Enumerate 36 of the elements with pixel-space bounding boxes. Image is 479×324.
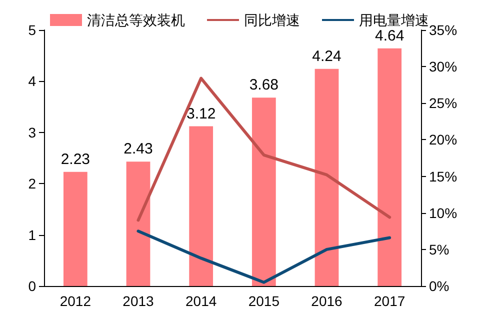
legend-label: 清洁总等效装机 — [87, 12, 185, 28]
y2-tick-label: 20% — [429, 132, 458, 148]
x-tick-label: 2016 — [311, 293, 343, 309]
y-tick-label: 5 — [28, 22, 36, 38]
x-tick-label: 2017 — [374, 293, 406, 309]
y-tick-label: 4 — [28, 73, 36, 90]
legend-label: 用电量增速 — [359, 12, 429, 28]
data-label: 2.43 — [124, 140, 153, 158]
y2-tick-label: 15% — [429, 168, 458, 184]
x-tick-label: 2013 — [122, 293, 154, 309]
y-tick-label: 0 — [28, 278, 36, 294]
x-tick-label: 2012 — [60, 293, 92, 309]
y-tick-label: 2 — [28, 176, 36, 192]
line-series — [136, 230, 392, 284]
bar — [252, 98, 276, 286]
bar — [314, 68, 339, 286]
y2-tick-label: 30% — [429, 58, 458, 75]
x-tick-label: 2014 — [186, 293, 217, 309]
y2-tick-label: 10% — [429, 204, 458, 221]
y-tick-label: 1 — [28, 226, 36, 243]
data-label: 3.68 — [249, 76, 279, 94]
y2-tick-label: 35% — [429, 22, 458, 38]
data-label: 2.23 — [60, 150, 90, 168]
y2-tick-label: 5% — [429, 241, 450, 258]
data-label: 4.64 — [374, 27, 404, 44]
bar — [189, 126, 214, 286]
bar — [126, 162, 150, 286]
data-label: 4.24 — [312, 48, 342, 65]
x-tick-label: 2015 — [248, 293, 280, 309]
y2-tick-label: 25% — [429, 95, 458, 112]
legend-label: 同比增速 — [244, 12, 300, 28]
bar — [378, 48, 402, 286]
y-tick-label: 3 — [28, 124, 36, 140]
y2-tick-label: 0% — [429, 278, 450, 294]
data-label: 3.12 — [186, 105, 216, 122]
bar — [63, 172, 88, 286]
